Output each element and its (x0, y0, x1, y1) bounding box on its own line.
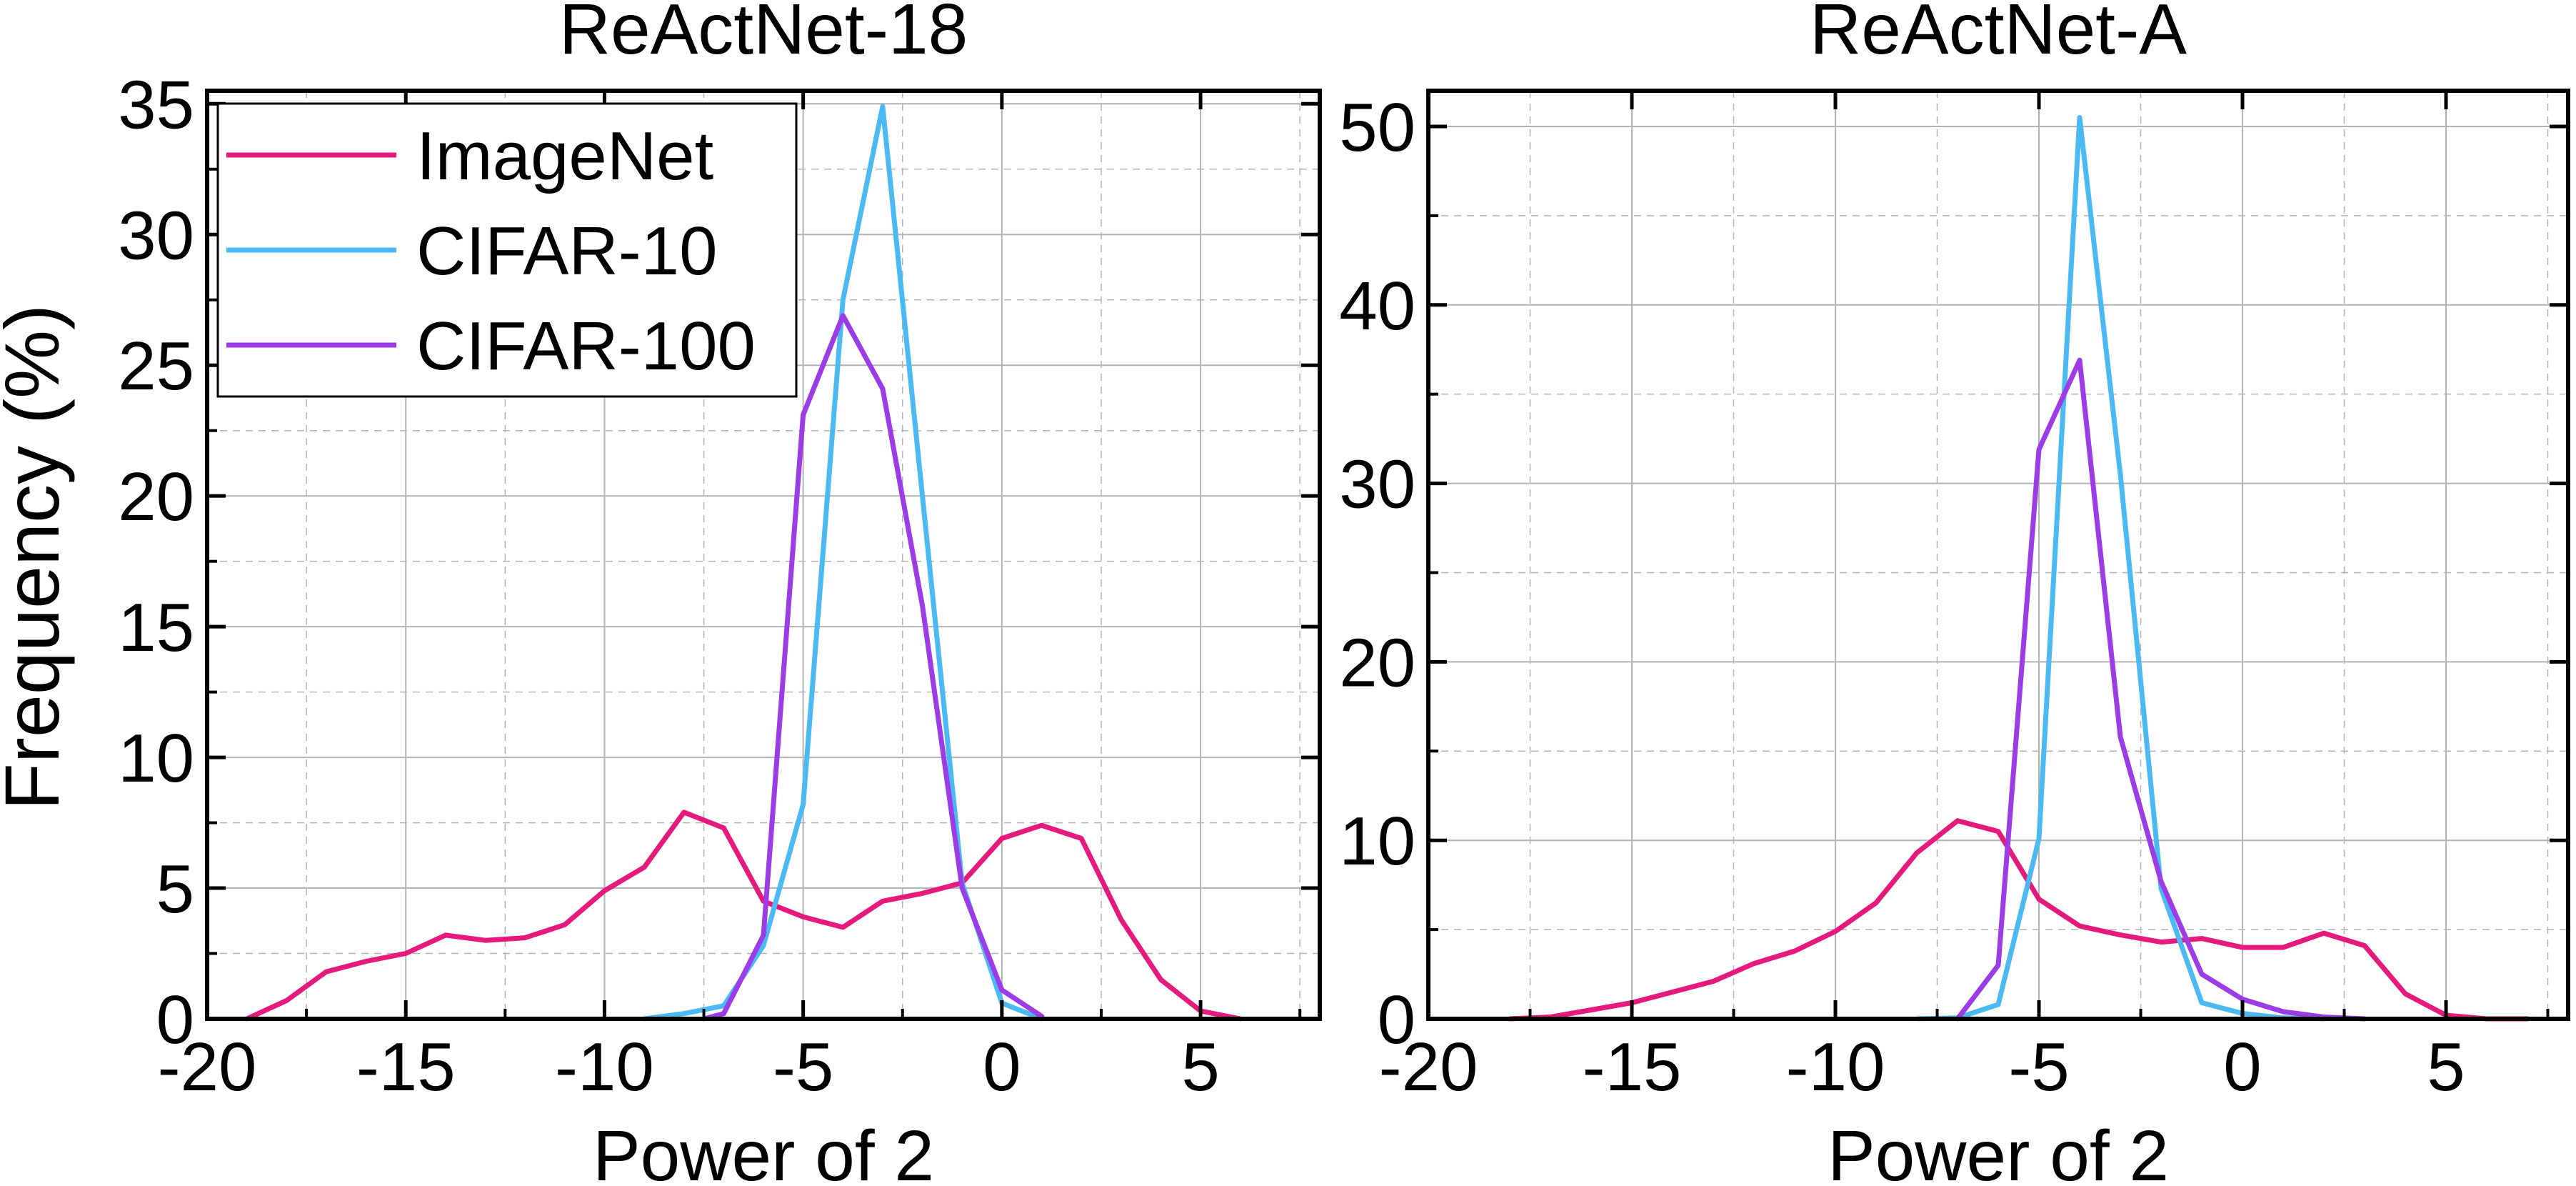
y-tick-label: 35 (118, 66, 194, 143)
legend-label-imagenet: ImageNet (416, 118, 713, 194)
series-line-cifar-100 (701, 313, 1044, 1022)
x-tick-label: 0 (983, 1029, 1021, 1105)
x-tick-label: -15 (1583, 1029, 1682, 1105)
x-tick-label: -20 (1379, 1029, 1478, 1105)
y-tick-label: 30 (118, 197, 194, 274)
series-line-cifar-10 (1914, 115, 2327, 1022)
y-tick-label: 40 (1339, 268, 1415, 344)
y-axis: 0 5 10 15 20 25 30 35 (118, 66, 1320, 1058)
plot-frame (1426, 89, 2570, 1021)
legend: ImageNet CIFAR-10 CIFAR-100 (216, 102, 798, 398)
x-axis: -20 -15 -10 -5 0 5 (1379, 91, 2550, 1105)
y-tick-label: 25 (118, 328, 194, 404)
y-tick-label: 10 (118, 720, 194, 797)
x-tick-label: -15 (356, 1029, 456, 1105)
y-tick-label: 5 (156, 851, 194, 927)
y-tick-label: 20 (118, 459, 194, 535)
y-tick-label: 30 (1339, 447, 1415, 523)
y-tick-label: 50 (1339, 89, 1415, 166)
chart-title: ReActNet-18 (559, 0, 968, 69)
y-tick-label: 10 (1339, 803, 1415, 879)
grid (1428, 91, 2568, 1019)
x-tick-label: 5 (2427, 1029, 2465, 1105)
x-tick-label: -20 (158, 1029, 257, 1105)
y-tick-label: 15 (118, 589, 194, 666)
shared-y-axis-label: Frequency (%) (0, 304, 75, 810)
y-axis: 0 10 20 30 40 50 (1339, 89, 2568, 1058)
series-line-cifar-100 (1955, 357, 2367, 1022)
y-tick-label: 20 (1339, 624, 1415, 701)
x-tick-label: 0 (2223, 1029, 2261, 1105)
x-axis-label: Power of 2 (1828, 1116, 2169, 1186)
x-tick-label: -5 (2008, 1029, 2069, 1105)
x-tick-label: -10 (1786, 1029, 1885, 1105)
plot-frame (205, 89, 1322, 1021)
legend-label-cifar-100: CIFAR-100 (416, 308, 756, 384)
x-tick-label: 5 (1181, 1029, 1219, 1105)
y-tick-label: 0 (1378, 982, 1415, 1058)
panel-reactnet-18: -20 -15 -10 -5 0 5 0 5 10 15 20 25 30 35 ReActNet-18 Po… (118, 0, 1322, 1186)
x-axis-label: Power of 2 (593, 1116, 934, 1186)
panel-reactnet-a: -20 -15 -10 -5 0 501020304050ReActNet-APower … (1339, 0, 2570, 1186)
x-tick-label: -5 (773, 1029, 833, 1105)
x-tick-label: -10 (555, 1029, 654, 1105)
series-line-imagenet (1507, 818, 2530, 1022)
series-line-imagenet (244, 809, 1243, 1022)
chart-title: ReActNet-A (1810, 0, 2187, 69)
x-axis: -20 -15 -10 -5 0 5 (158, 91, 1302, 1105)
legend-label-cifar-10: CIFAR-10 (416, 213, 717, 289)
y-tick-label: 0 (156, 982, 194, 1058)
